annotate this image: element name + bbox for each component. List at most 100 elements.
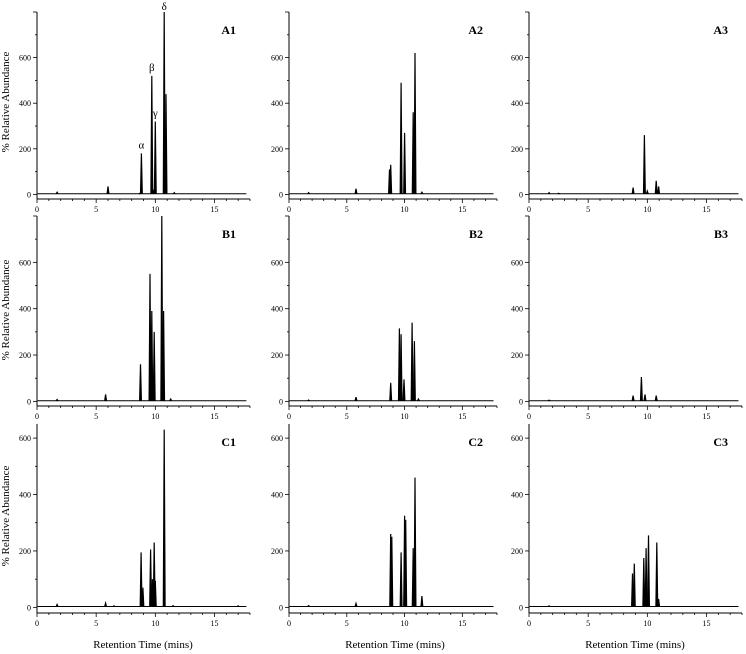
peak-a3-4 bbox=[642, 135, 646, 194]
peak-c3-4 bbox=[642, 557, 646, 607]
x-axis-label-col-2: Retention Time (mins) bbox=[345, 639, 445, 651]
peak-c2-5 bbox=[399, 552, 403, 607]
peak-c2-7 bbox=[404, 519, 408, 607]
peak-c1-9 bbox=[153, 580, 157, 607]
peak-c1-5 bbox=[141, 587, 145, 607]
x-tick-label-c2: 10 bbox=[401, 619, 409, 628]
x-tick-label-a2: 0 bbox=[287, 205, 291, 214]
y-axis-label-row-3: % Relative Abundance bbox=[0, 465, 12, 566]
x-tick-label-a2: 15 bbox=[458, 205, 466, 214]
x-tick-label-b1: 15 bbox=[211, 412, 219, 421]
peak-a2-4 bbox=[389, 164, 393, 194]
peak-a1-9 bbox=[164, 94, 168, 194]
x-tick-label-c3: 15 bbox=[703, 619, 711, 628]
y-axis-labels: % Relative Abundance % Relative Abundanc… bbox=[0, 51, 12, 566]
x-tick-label-b3: 0 bbox=[527, 412, 531, 421]
peak-a1-10 bbox=[172, 191, 176, 195]
y-tick-label-c2: 200 bbox=[271, 547, 283, 556]
peak-c2-10 bbox=[420, 596, 424, 607]
y-tick-label-a1: 400 bbox=[19, 99, 31, 108]
panel-label-b1: B1 bbox=[222, 227, 236, 241]
peak-c1-3 bbox=[112, 605, 116, 607]
peak-b3-5 bbox=[654, 395, 658, 401]
peak-annotation-a1: β bbox=[149, 62, 155, 74]
x-tick-label-c2: 15 bbox=[458, 619, 466, 628]
peak-c3-3 bbox=[632, 563, 636, 607]
peak-b1-4 bbox=[148, 273, 152, 401]
y-tick-label-b1: 600 bbox=[19, 258, 31, 267]
y-tick-label-a2: 400 bbox=[271, 99, 283, 108]
panel-b2: 0 5 10 15 0 200 400 600 B2 bbox=[271, 215, 498, 421]
x-tick-label-a3: 15 bbox=[703, 205, 711, 214]
panel-c2: 0 5 10 15 0 200 400 600 C2 bbox=[271, 424, 498, 628]
y-tick-label-c2: 600 bbox=[271, 434, 283, 443]
x-tick-label-a2: 10 bbox=[401, 205, 409, 214]
x-tick-label-a3: 10 bbox=[643, 205, 651, 214]
panel-c3: 0 5 10 15 0 200 400 600 C3 bbox=[511, 424, 743, 628]
panel-label-c2: C2 bbox=[468, 435, 483, 449]
peak-c1-10 bbox=[162, 429, 166, 607]
peak-c3-8 bbox=[657, 598, 661, 607]
peak-a2-8 bbox=[413, 52, 417, 194]
peak-c2-4 bbox=[390, 536, 394, 607]
y-tick-label-b2: 0 bbox=[279, 397, 283, 406]
peak-c2-9 bbox=[413, 477, 417, 607]
y-tick-label-c3: 200 bbox=[511, 547, 523, 556]
peak-a2-9 bbox=[420, 190, 424, 195]
peak-b2-7 bbox=[410, 322, 414, 401]
y-tick-label-b2: 200 bbox=[271, 351, 283, 360]
peak-b2-6 bbox=[402, 379, 406, 401]
x-tick-label-b2: 5 bbox=[345, 412, 349, 421]
x-tick-label-b3: 15 bbox=[703, 412, 711, 421]
peak-c1-6 bbox=[149, 549, 153, 607]
panel-b3: 0 5 10 15 0 200 400 600 B3 bbox=[511, 215, 743, 421]
panel-label-a1: A1 bbox=[221, 23, 236, 37]
panel-label-c1: C1 bbox=[221, 435, 236, 449]
panel-label-a3: A3 bbox=[713, 23, 728, 37]
panel-a2: 0 5 10 15 0 200 400 600 A2 bbox=[271, 11, 498, 214]
x-tick-label-c2: 5 bbox=[345, 619, 349, 628]
peak-b3-2 bbox=[631, 395, 635, 401]
panel-c1: 0 5 10 15 0 200 400 600 C1 bbox=[19, 424, 251, 628]
y-tick-label-a3: 0 bbox=[519, 190, 523, 199]
peak-annotation-a1: α bbox=[138, 139, 144, 151]
y-tick-label-c2: 400 bbox=[271, 491, 283, 500]
x-tick-label-a1: 10 bbox=[151, 205, 159, 214]
y-tick-label-a2: 0 bbox=[279, 190, 283, 199]
y-tick-label-c3: 400 bbox=[511, 491, 523, 500]
y-tick-label-a2: 200 bbox=[271, 145, 283, 154]
panel-b1: 0 5 10 15 0 200 400 600 B1 bbox=[19, 215, 251, 421]
x-tick-label-a1: 5 bbox=[94, 205, 98, 214]
y-tick-label-c3: 0 bbox=[519, 603, 523, 612]
peak-annotation-a1: δ bbox=[162, 1, 167, 13]
peak-a3-5 bbox=[645, 189, 649, 194]
peak-a3-6 bbox=[654, 180, 658, 194]
x-tick-label-c3: 0 bbox=[527, 619, 531, 628]
y-tick-label-b3: 200 bbox=[511, 351, 523, 360]
peak-c1-1 bbox=[55, 603, 59, 607]
peak-b2-5 bbox=[399, 334, 403, 401]
y-tick-label-a1: 200 bbox=[19, 145, 31, 154]
y-tick-label-a3: 400 bbox=[511, 99, 523, 108]
panel-label-a2: A2 bbox=[468, 23, 483, 37]
peak-b1-6 bbox=[152, 331, 156, 401]
peak-b1-3 bbox=[139, 364, 142, 401]
peak-b1-2 bbox=[104, 394, 108, 401]
y-tick-label-a2: 600 bbox=[271, 54, 283, 63]
peak-c1-4 bbox=[139, 552, 143, 607]
x-tick-label-c2: 0 bbox=[287, 619, 291, 628]
x-tick-label-a1: 0 bbox=[35, 205, 39, 214]
y-tick-label-a1: 600 bbox=[19, 54, 31, 63]
panel-label-b2: B2 bbox=[469, 227, 483, 241]
x-tick-label-b1: 10 bbox=[151, 412, 159, 421]
x-tick-label-b2: 10 bbox=[401, 412, 409, 421]
peak-a2-6 bbox=[403, 132, 407, 194]
peak-a2-2 bbox=[354, 188, 358, 194]
peak-annotation-a1: γ bbox=[152, 107, 158, 119]
y-axis-label-row-2: % Relative Abundance bbox=[0, 259, 12, 360]
x-axis-label-col-3: Retention Time (mins) bbox=[585, 639, 685, 651]
panels-group: 0 5 10 15 0 200 400 600 A1 α β γ δ 0 5 10 15 0 200 400 600 A2… bbox=[19, 1, 743, 628]
x-tick-label-b1: 0 bbox=[35, 412, 39, 421]
peak-c3-6 bbox=[647, 535, 650, 607]
peak-c2-1 bbox=[307, 604, 310, 607]
